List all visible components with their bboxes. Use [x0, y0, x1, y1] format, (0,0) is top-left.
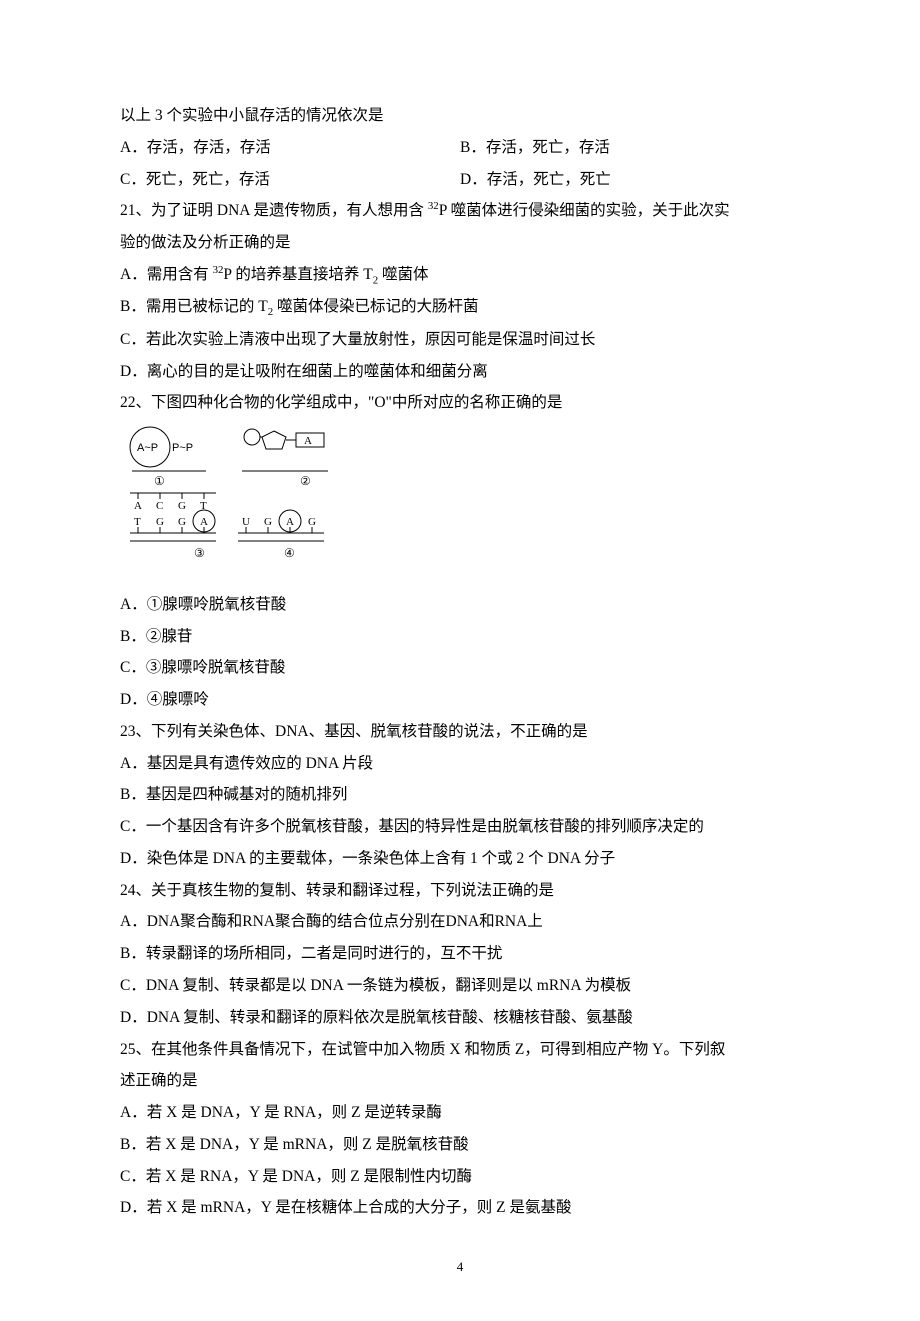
compound-diagram-svg: A~PP~P①A②ACGTTGGA③UGAG④	[124, 423, 354, 573]
q21-stem-b: P 噬菌体进行侵染细菌的实验，关于此次实	[439, 202, 730, 219]
q23-option-d: D．染色体是 DNA 的主要载体，一条染色体上含有 1 个或 2 个 DNA 分…	[120, 843, 800, 875]
svg-text:G: G	[156, 516, 164, 528]
svg-text:G: G	[178, 516, 186, 528]
q25-option-a: A．若 X 是 DNA，Y 是 RNA，则 Z 是逆转录酶	[120, 1097, 800, 1129]
q20-option-a: A．存活，存活，存活	[120, 132, 460, 164]
q25-option-c: C．若 X 是 RNA，Y 是 DNA，则 Z 是限制性内切酶	[120, 1161, 800, 1193]
svg-text:A: A	[304, 435, 312, 447]
q21-stem-c: 验的做法及分析正确的是	[120, 227, 800, 259]
q22-option-d: D．④腺嘌呤	[120, 684, 800, 716]
q21-stem-a: 21、为了证明 DNA 是遗传物质，有人想用含	[120, 202, 428, 219]
svg-text:P~P: P~P	[172, 442, 193, 454]
q23-option-a: A．基因是具有遗传效应的 DNA 片段	[120, 748, 800, 780]
q22-option-a: A．①腺嘌呤脱氧核苷酸	[120, 589, 800, 621]
page-number: 4	[120, 1254, 800, 1281]
q24-option-c: C．DNA 复制、转录都是以 DNA 一条链为模板，翻译则是以 mRNA 为模板	[120, 970, 800, 1002]
svg-text:U: U	[242, 516, 250, 528]
q21-a-c: 噬菌体	[378, 266, 428, 283]
exam-page: 以上 3 个实验中小鼠存活的情况依次是 A．存活，存活，存活 B．存活，死亡，存…	[0, 0, 920, 1321]
q20-options-row1: A．存活，存活，存活 B．存活，死亡，存活	[120, 132, 800, 164]
q20-option-b: B．存活，死亡，存活	[460, 132, 800, 164]
svg-text:①: ①	[154, 474, 165, 488]
q21-b-b: 噬菌体侵染已标记的大肠杆菌	[273, 298, 478, 315]
svg-text:③: ③	[194, 546, 205, 560]
svg-text:T: T	[134, 516, 141, 528]
q21-b-a: B．需用已被标记的 T	[120, 298, 268, 315]
q20-intro: 以上 3 个实验中小鼠存活的情况依次是	[120, 100, 800, 132]
q25-option-b: B．若 X 是 DNA，Y 是 mRNA，则 Z 是脱氧核苷酸	[120, 1129, 800, 1161]
q24-stem: 24、关于真核生物的复制、转录和翻译过程，下列说法正确的是	[120, 875, 800, 907]
q20-option-c: C．死亡，死亡，存活	[120, 164, 460, 196]
q21-sup1: 32	[428, 200, 439, 212]
q20-options-row2: C．死亡，死亡，存活 D．存活，死亡，死亡	[120, 164, 800, 196]
q24-option-a: A．DNA聚合酶和RNA聚合酶的结合位点分别在DNA和RNA上	[120, 906, 800, 938]
q21-a-sup: 32	[213, 264, 224, 276]
q25-option-d: D．若 X 是 mRNA，Y 是在核糖体上合成的大分子，则 Z 是氨基酸	[120, 1192, 800, 1224]
q21-option-a: A．需用含有 32P 的培养基直接培养 T2 噬菌体	[120, 259, 800, 291]
q21-option-c: C．若此次实验上清液中出现了大量放射性，原因可能是保温时间过长	[120, 324, 800, 356]
svg-text:A: A	[200, 516, 208, 528]
q21-option-d: D．离心的目的是让吸附在细菌上的噬菌体和细菌分离	[120, 356, 800, 388]
q25-stem-2: 述正确的是	[120, 1065, 800, 1097]
q24-option-d: D．DNA 复制、转录和翻译的原料依次是脱氧核苷酸、核糖核苷酸、氨基酸	[120, 1002, 800, 1034]
q21-stem: 21、为了证明 DNA 是遗传物质，有人想用含 32P 噬菌体进行侵染细菌的实验…	[120, 195, 800, 227]
svg-text:②: ②	[300, 474, 311, 488]
q25-stem-1: 25、在其他条件具备情况下，在试管中加入物质 X 和物质 Z，可得到相应产物 Y…	[120, 1034, 800, 1066]
q23-option-c: C．一个基因含有许多个脱氧核苷酸，基因的特异性是由脱氧核苷酸的排列顺序决定的	[120, 811, 800, 843]
q23-stem: 23、下列有关染色体、DNA、基因、脱氧核苷酸的说法，不正确的是	[120, 716, 800, 748]
svg-text:G: G	[264, 516, 272, 528]
q23-option-b: B．基因是四种碱基对的随机排列	[120, 779, 800, 811]
svg-text:A: A	[134, 500, 142, 512]
q20-option-d: D．存活，死亡，死亡	[460, 164, 800, 196]
svg-text:C: C	[156, 500, 163, 512]
q21-option-b: B．需用已被标记的 T2 噬菌体侵染已标记的大肠杆菌	[120, 291, 800, 323]
svg-text:A~P: A~P	[137, 442, 158, 454]
q22-option-c: C．③腺嘌呤脱氧核苷酸	[120, 652, 800, 684]
q22-stem: 22、下图四种化合物的化学组成中，"O"中所对应的名称正确的是	[120, 387, 800, 419]
q22-option-b: B．②腺苷	[120, 621, 800, 653]
q21-a-a: A．需用含有	[120, 266, 213, 283]
svg-text:G: G	[178, 500, 186, 512]
svg-text:④: ④	[284, 546, 295, 560]
svg-text:A: A	[286, 516, 294, 528]
q22-diagram: A~PP~P①A②ACGTTGGA③UGAG④	[124, 423, 800, 585]
svg-text:G: G	[308, 516, 316, 528]
q24-option-b: B．转录翻译的场所相同，二者是同时进行的，互不干扰	[120, 938, 800, 970]
q21-a-b: P 的培养基直接培养 T	[223, 266, 372, 283]
